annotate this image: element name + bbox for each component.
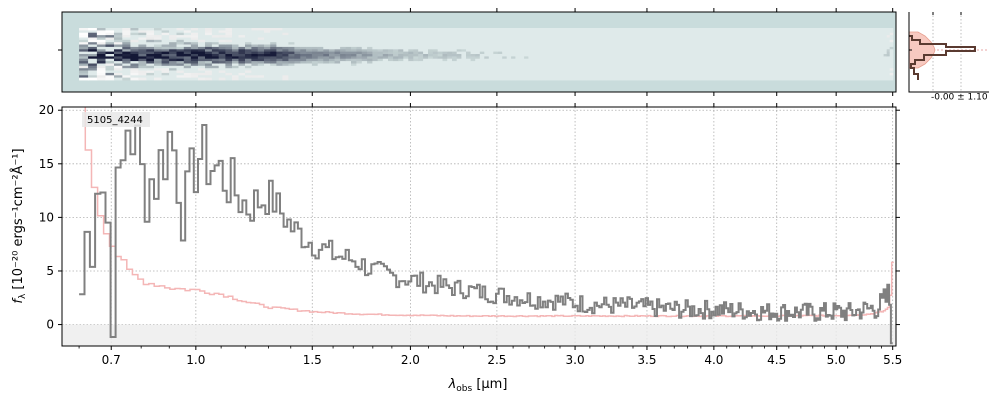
x-tick-label-1: 1.0 <box>186 353 205 367</box>
object-label-box <box>82 112 150 127</box>
axis-tick-labels: 0.7 1.0 1.5 2.0 2.5 3.0 3.5 4.0 4.5 5.0 5.5 0 5 10 15 2… <box>39 103 903 367</box>
x-tick-label-6: 3.5 <box>637 353 656 367</box>
x-tick-label-3: 2.0 <box>401 353 420 367</box>
side-histogram-step <box>909 35 976 80</box>
spectrum-1d-panel: 0.7 1.0 1.5 2.0 2.5 3.0 3.5 4.0 4.5 5.0 5.5 0 5 10 15 2… <box>10 103 903 394</box>
plot-background <box>62 107 896 346</box>
axis-ticks <box>58 103 900 350</box>
y-tick-label-4: 20 <box>39 103 54 117</box>
uncertainty-line <box>84 107 894 318</box>
x-tick-label-2: 1.5 <box>303 353 322 367</box>
side-stat-label: -0.00 ± 1.10 <box>931 93 988 103</box>
y-tick-label-3: 15 <box>39 157 54 171</box>
x-axis-label: λobs [μm] <box>448 377 508 394</box>
flux-line <box>79 124 893 345</box>
y-tick-label-0: 0 <box>46 318 54 332</box>
object-label: 5105_4244 <box>87 115 143 126</box>
y-axis-label: fλ [10⁻²⁰ ergs⁻¹cm⁻²Å⁻¹] <box>10 148 28 303</box>
x-tick-label-4: 2.5 <box>487 353 506 367</box>
spectrum-2d-panel <box>58 8 897 96</box>
x-tick-label-5: 3.0 <box>566 353 585 367</box>
spectrum-2d-trace <box>79 28 894 81</box>
x-tick-label-7: 4.0 <box>704 353 723 367</box>
x-tick-label-0: 0.7 <box>102 353 121 367</box>
spectrum-2d-frame <box>61 11 897 93</box>
side-histogram-panel: -0.00 ± 1.10 <box>908 12 989 103</box>
y-tick-label-2: 10 <box>39 210 54 224</box>
x-tick-label-10: 5.5 <box>883 353 902 367</box>
plot-frame <box>61 106 897 347</box>
x-tick-label-9: 5.0 <box>827 353 846 367</box>
zero-band <box>62 324 896 346</box>
spectrum-2d-ticks <box>58 8 894 96</box>
y-tick-label-1: 5 <box>46 264 54 278</box>
x-tick-label-8: 4.5 <box>767 353 786 367</box>
